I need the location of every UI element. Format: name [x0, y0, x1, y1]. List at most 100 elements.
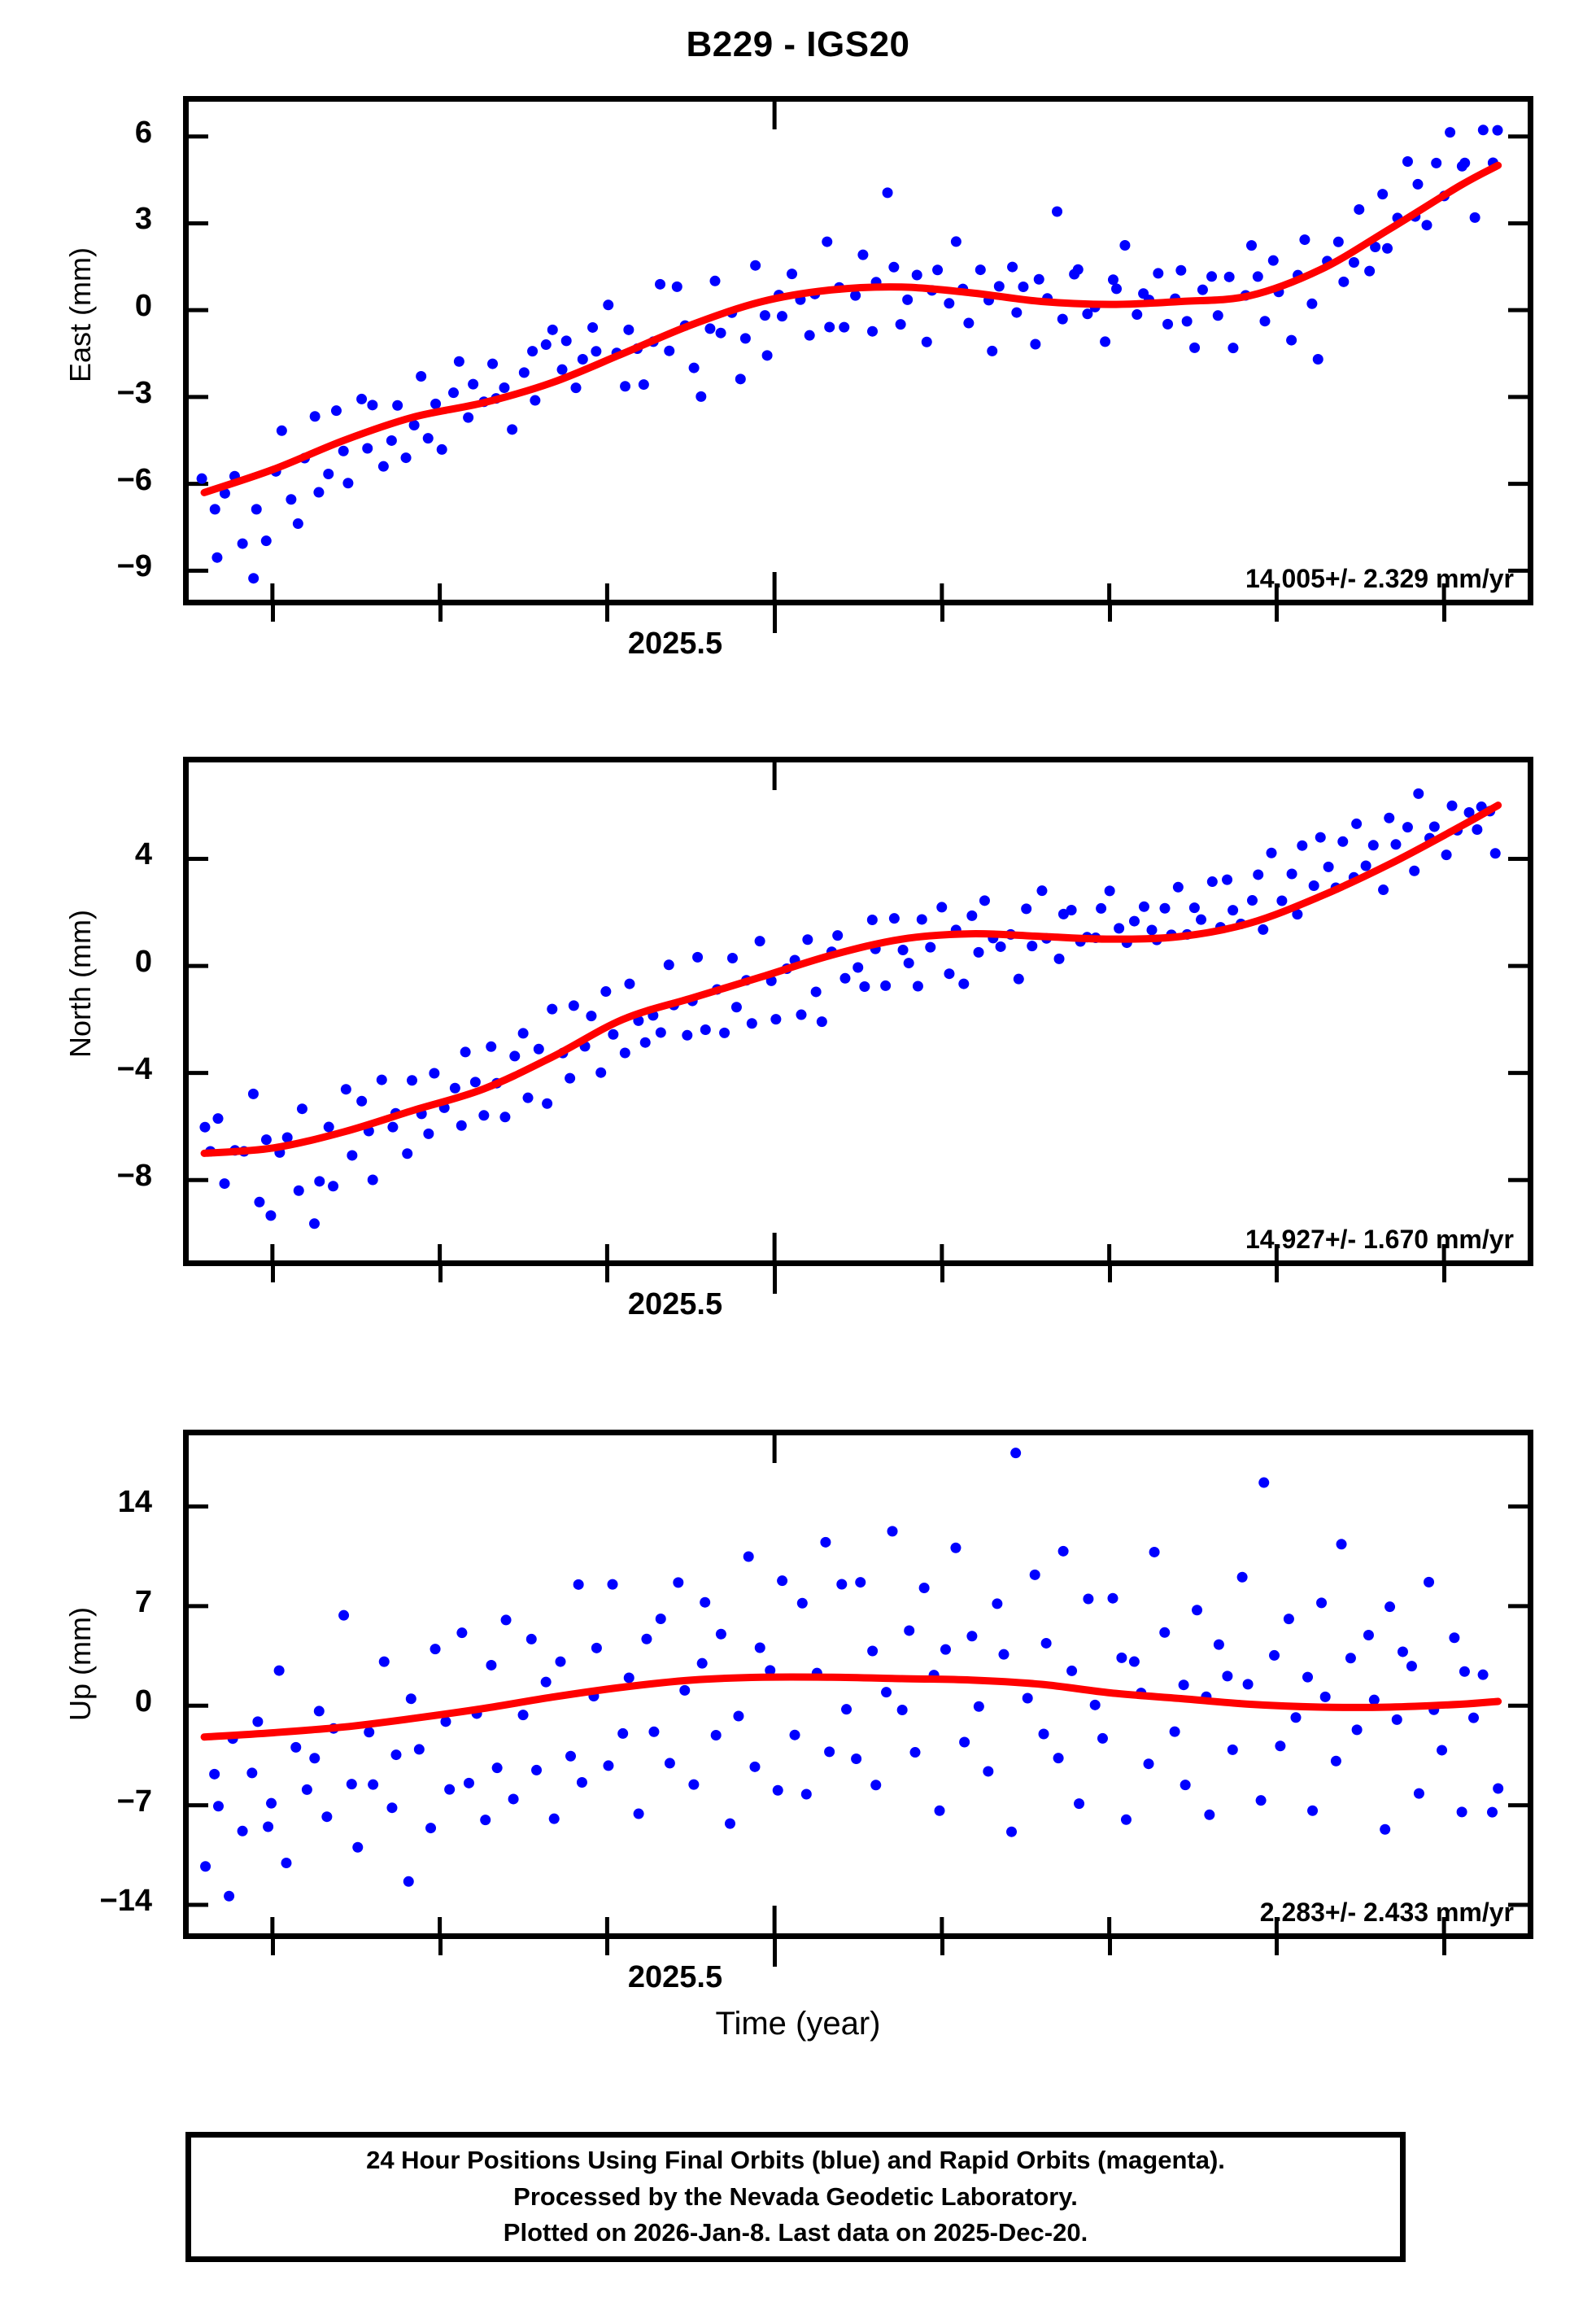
data-point	[573, 1579, 584, 1590]
data-point	[1162, 318, 1174, 330]
data-point	[405, 1693, 416, 1705]
data-point	[1227, 1744, 1238, 1755]
data-point	[1259, 316, 1271, 327]
data-point	[857, 249, 869, 260]
data-point	[950, 1542, 962, 1553]
data-point	[800, 1788, 812, 1800]
data-point	[1206, 876, 1218, 888]
data-point	[1360, 860, 1371, 871]
x-tick-mark-outer	[1107, 1939, 1112, 1955]
data-point	[897, 945, 909, 956]
data-point	[1290, 1712, 1302, 1723]
data-point	[739, 333, 751, 344]
data-point	[568, 1000, 579, 1011]
data-point	[820, 1536, 831, 1548]
data-point	[789, 1729, 800, 1740]
data-point	[726, 953, 738, 964]
data-point	[576, 1776, 587, 1788]
data-point	[263, 1821, 274, 1832]
data-point	[469, 1077, 481, 1088]
data-point	[696, 1657, 708, 1669]
data-point	[925, 941, 936, 953]
data-point	[313, 1705, 325, 1717]
panel-east: 14.005+/- 2.329 mm/yr	[183, 96, 1533, 605]
data-point	[1116, 1652, 1127, 1663]
data-point	[386, 1802, 398, 1814]
data-point	[425, 1823, 437, 1834]
data-point	[570, 382, 582, 394]
data-point	[1477, 1669, 1489, 1680]
data-point	[608, 1029, 619, 1040]
data-point	[1053, 1753, 1064, 1764]
east-rate-label: 14.005+/- 2.329 mm/yr	[1245, 564, 1514, 593]
data-point	[449, 1082, 460, 1094]
data-point	[704, 323, 716, 334]
data-point	[347, 1150, 358, 1161]
panel-north: 14.927+/- 1.670 mm/yr	[183, 757, 1533, 1266]
data-point	[314, 1176, 325, 1187]
y-tick-label: −6	[116, 462, 152, 497]
data-point	[1286, 868, 1297, 880]
data-point	[1477, 124, 1489, 136]
east-xtick-label: 2025.5	[627, 627, 723, 661]
data-point	[1286, 334, 1297, 346]
data-point	[1206, 271, 1218, 282]
data-point	[1010, 1448, 1022, 1459]
data-point	[664, 1758, 675, 1769]
data-point	[888, 913, 900, 924]
data-point	[547, 324, 558, 335]
data-point	[444, 1784, 456, 1795]
data-point	[281, 1858, 292, 1869]
x-tick-mark-outer	[1107, 605, 1112, 622]
data-point	[390, 1749, 402, 1761]
data-point	[387, 1121, 399, 1133]
data-point	[531, 1764, 543, 1775]
data-point	[1223, 271, 1235, 282]
data-point	[517, 1028, 529, 1039]
data-point	[1431, 157, 1442, 168]
data-point	[904, 1625, 915, 1636]
data-point	[1104, 885, 1115, 897]
data-point	[648, 1726, 660, 1737]
data-point	[1351, 1724, 1363, 1736]
x-tick-mark-outer	[1442, 1266, 1447, 1282]
data-point	[1489, 848, 1501, 859]
data-point	[603, 1760, 614, 1771]
data-point	[338, 1609, 350, 1621]
data-point	[1036, 885, 1048, 897]
data-point	[486, 1659, 497, 1671]
data-point	[430, 1644, 441, 1655]
data-point	[710, 1730, 722, 1741]
data-point	[1066, 904, 1077, 915]
data-point	[679, 1684, 691, 1696]
data-point	[1029, 1569, 1040, 1580]
x-axis-title: Time (year)	[715, 2006, 881, 2042]
y-tick-label: 6	[134, 115, 152, 150]
trend-line-up	[200, 1673, 1502, 1741]
data-point	[286, 494, 297, 505]
data-point	[1204, 1809, 1215, 1820]
data-point	[600, 986, 612, 998]
data-point	[525, 1633, 537, 1644]
data-point	[591, 1642, 602, 1653]
data-point	[1097, 1732, 1108, 1744]
data-point	[655, 278, 666, 290]
data-point	[1246, 895, 1258, 906]
data-point	[1038, 1728, 1049, 1740]
data-point	[966, 1631, 978, 1642]
data-point	[522, 1092, 534, 1103]
data-point	[1493, 1783, 1504, 1794]
data-point	[1391, 1714, 1402, 1725]
data-point	[1384, 812, 1395, 823]
data-point	[623, 1672, 634, 1684]
data-point	[772, 1784, 783, 1796]
north-axis-title: North (mm)	[63, 910, 97, 1058]
data-point	[1441, 849, 1452, 861]
data-point	[547, 1003, 558, 1015]
data-point	[1492, 124, 1503, 136]
data-point	[882, 187, 893, 199]
trend-line-east	[200, 161, 1502, 496]
data-point	[881, 1687, 892, 1698]
data-point	[199, 1121, 211, 1133]
data-point	[987, 345, 998, 356]
